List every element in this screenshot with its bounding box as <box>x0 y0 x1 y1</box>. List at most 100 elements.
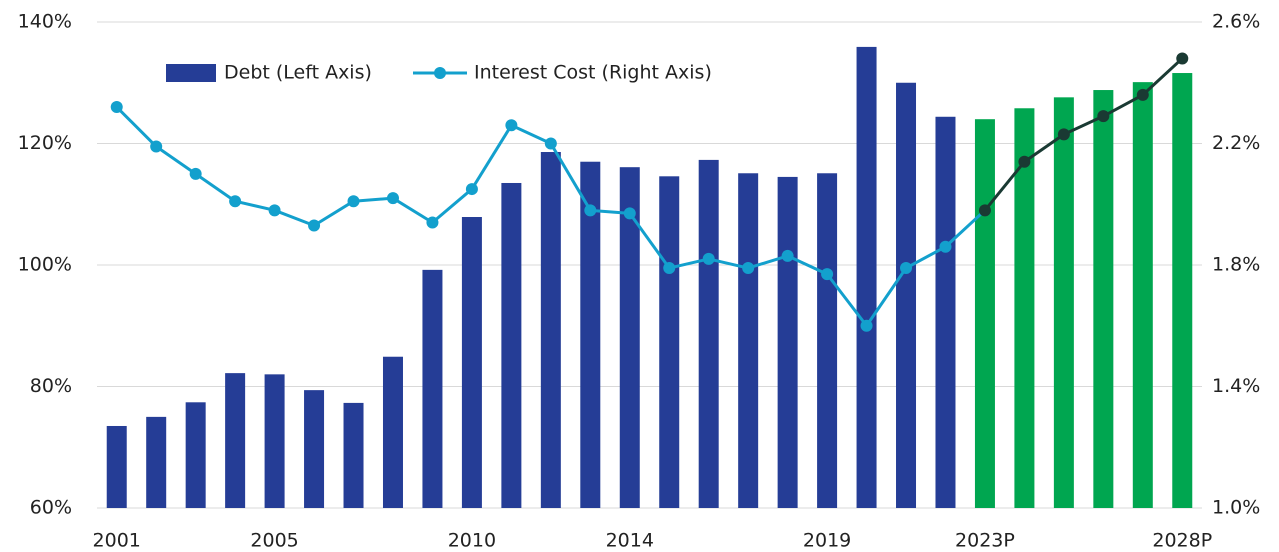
bar <box>856 46 877 508</box>
line-segment <box>194 172 236 203</box>
y2-tick-label: 1.4% <box>1212 375 1260 397</box>
line-point <box>268 204 281 217</box>
x-tick-label: 2019 <box>803 530 851 552</box>
bar <box>1053 97 1074 508</box>
x-tick-label: 2023P <box>955 530 1015 552</box>
y2-tick-label: 1.8% <box>1212 254 1260 276</box>
line-point <box>821 268 834 281</box>
line-point <box>426 216 439 229</box>
bar <box>1093 90 1114 508</box>
line-point <box>308 219 321 232</box>
line-point <box>505 119 518 132</box>
line-point <box>781 249 794 262</box>
line-point <box>386 192 399 205</box>
line-segment <box>1102 93 1144 118</box>
y-tick-label: 80% <box>30 375 72 397</box>
bar <box>1132 82 1153 508</box>
line-point <box>1136 88 1149 101</box>
line-segment <box>905 245 947 270</box>
line-point <box>663 262 676 275</box>
bar <box>1172 73 1193 508</box>
line-point <box>1018 155 1031 168</box>
line-point <box>544 137 557 150</box>
bar <box>738 173 759 508</box>
line-segment <box>510 123 552 145</box>
line-segment <box>313 199 355 227</box>
line-segment <box>1023 133 1065 163</box>
line-segment <box>392 196 434 224</box>
line-segment <box>431 187 473 224</box>
bar <box>659 176 680 508</box>
bar <box>501 182 522 509</box>
line-point <box>347 195 360 208</box>
line-point <box>584 204 597 217</box>
y-tick-label: 100% <box>18 254 72 276</box>
line-point <box>110 101 123 114</box>
x-tick-label: 2010 <box>448 530 496 552</box>
bar <box>1014 108 1035 508</box>
y-tick-label: 60% <box>30 497 72 519</box>
bar <box>382 356 403 508</box>
bar <box>540 152 561 508</box>
line-point <box>742 262 755 275</box>
y2-tick-label: 2.2% <box>1212 132 1260 154</box>
line-point <box>900 262 913 275</box>
bar <box>185 402 206 508</box>
line-point <box>1057 128 1070 141</box>
line-segment <box>1063 114 1104 136</box>
line-point <box>465 183 478 196</box>
line-point <box>1176 52 1189 65</box>
bar <box>935 116 956 509</box>
x-tick-label: 2001 <box>93 530 141 552</box>
bar <box>698 159 719 508</box>
line-segment <box>234 199 275 212</box>
line-segment <box>115 105 158 148</box>
line-segment <box>708 257 749 270</box>
line-point <box>1097 110 1110 123</box>
legend-label: Interest Cost (Right Axis) <box>474 62 712 84</box>
line-segment <box>590 208 630 215</box>
y2-tick-label: 1.0% <box>1212 497 1260 519</box>
bar <box>225 373 246 508</box>
line-point <box>189 167 202 180</box>
bar <box>146 416 167 508</box>
line-point <box>702 252 715 265</box>
line-point <box>623 207 636 220</box>
bar <box>974 119 995 508</box>
line-segment <box>549 142 592 212</box>
x-tick-label: 2014 <box>606 530 654 552</box>
line-segment <box>865 267 908 327</box>
line-segment <box>786 254 828 276</box>
bar <box>896 82 917 508</box>
bar <box>343 402 364 508</box>
line-segment <box>628 212 671 269</box>
bar <box>817 173 838 508</box>
bar <box>580 161 601 508</box>
line-segment <box>747 254 789 270</box>
x-tick-label: 2028P <box>1152 530 1212 552</box>
x-tick-label: 2005 <box>250 530 298 552</box>
bar <box>264 374 285 508</box>
y-tick-label: 140% <box>18 11 72 33</box>
bar <box>619 167 640 508</box>
bar <box>422 269 443 508</box>
y-tick-label: 120% <box>18 132 72 154</box>
line-segment <box>983 160 1026 212</box>
line-segment <box>155 145 197 176</box>
line-segment <box>274 208 315 227</box>
bar <box>777 176 798 508</box>
bar <box>461 217 482 508</box>
line-point <box>978 204 991 217</box>
line-segment <box>944 209 986 248</box>
y2-tick-label: 2.6% <box>1212 11 1260 33</box>
line-segment <box>668 257 710 270</box>
line-segment <box>1141 57 1184 97</box>
legend-swatch <box>434 67 446 79</box>
line-point <box>150 140 163 153</box>
legend-label: Debt (Left Axis) <box>224 62 372 84</box>
legend-swatch <box>166 64 216 82</box>
line-point <box>939 240 952 253</box>
bar <box>106 425 127 508</box>
line-point <box>229 195 242 208</box>
